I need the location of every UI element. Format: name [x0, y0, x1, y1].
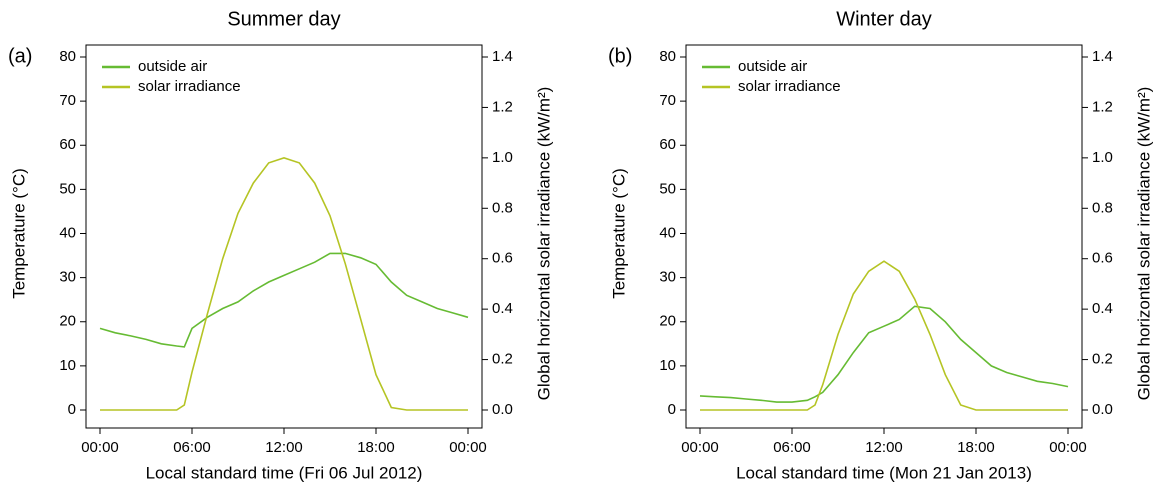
- y-tick-label: 70: [59, 92, 76, 109]
- panel-label: (a): [8, 45, 32, 67]
- y2-tick-label: 0.8: [1092, 199, 1113, 216]
- y2-tick-label: 1.2: [1092, 98, 1113, 115]
- y2-tick-label: 1.2: [492, 98, 513, 115]
- chart-title: Summer day: [227, 8, 340, 30]
- y2-axis-label: Global horizontal solar irradiance (kW/m…: [534, 87, 553, 401]
- chart-title: Winter day: [836, 8, 932, 30]
- y-tick-label: 40: [59, 224, 76, 241]
- y2-tick-label: 0.8: [492, 199, 513, 216]
- y-tick-label: 0: [668, 401, 676, 418]
- x-tick-label: 00:00: [681, 439, 719, 456]
- x-tick-label: 12:00: [265, 439, 303, 456]
- y2-tick-label: 1.0: [492, 149, 513, 166]
- y-tick-label: 60: [59, 136, 76, 153]
- y2-tick-label: 0.2: [1092, 351, 1113, 368]
- y2-tick-label: 0.4: [1092, 300, 1113, 317]
- y-tick-label: 30: [659, 269, 676, 286]
- y-tick-label: 80: [59, 48, 76, 65]
- y2-tick-label: 1.4: [1092, 48, 1113, 65]
- y2-tick-label: 0.4: [492, 300, 513, 317]
- data-line: [100, 157, 468, 411]
- plot-frame: [685, 44, 1083, 429]
- y2-tick-label: 0.6: [492, 250, 513, 267]
- y-tick-label: 40: [659, 224, 676, 241]
- x-axis-label: Local standard time (Mon 21 Jan 2013): [736, 463, 1032, 482]
- y-tick-label: 30: [59, 269, 76, 286]
- x-tick-label: 00:00: [81, 439, 119, 456]
- data-line: [700, 260, 1068, 411]
- y-tick-label: 20: [659, 313, 676, 330]
- y2-tick-label: 1.4: [492, 48, 513, 65]
- legend-label: outside air: [138, 58, 207, 75]
- data-line: [699, 305, 1069, 403]
- y2-tick-label: 0.0: [492, 401, 513, 418]
- y-tick-label: 80: [659, 48, 676, 65]
- x-tick-label: 18:00: [357, 439, 395, 456]
- x-tick-label: 12:00: [865, 439, 903, 456]
- panel-label: (b): [608, 45, 632, 67]
- y-tick-label: 10: [659, 357, 676, 374]
- x-tick-label: 06:00: [773, 439, 811, 456]
- y-tick-label: 50: [59, 180, 76, 197]
- y2-axis-label: Global horizontal solar irradiance (kW/m…: [1134, 87, 1153, 401]
- x-tick-label: 00:00: [449, 439, 487, 456]
- y2-tick-label: 0.6: [1092, 250, 1113, 267]
- y2-tick-label: 1.0: [1092, 149, 1113, 166]
- y-tick-label: 70: [659, 92, 676, 109]
- y-axis-label: Temperature (°C): [609, 168, 628, 299]
- data-line: [99, 252, 469, 348]
- x-tick-label: 18:00: [957, 439, 995, 456]
- y-tick-label: 60: [659, 136, 676, 153]
- y2-tick-label: 0.0: [1092, 401, 1113, 418]
- y-tick-label: 10: [59, 357, 76, 374]
- plot-frame: [85, 44, 483, 429]
- x-tick-label: 06:00: [173, 439, 211, 456]
- legend-label: solar irradiance: [738, 78, 841, 95]
- legend-label: solar irradiance: [138, 78, 241, 95]
- x-tick-label: 00:00: [1049, 439, 1087, 456]
- y-tick-label: 0: [68, 401, 76, 418]
- y-axis-label: Temperature (°C): [9, 168, 28, 299]
- y2-tick-label: 0.2: [492, 351, 513, 368]
- x-axis-label: Local standard time (Fri 06 Jul 2012): [146, 463, 423, 482]
- y-tick-label: 50: [659, 180, 676, 197]
- legend-label: outside air: [738, 58, 807, 75]
- y-tick-label: 20: [59, 313, 76, 330]
